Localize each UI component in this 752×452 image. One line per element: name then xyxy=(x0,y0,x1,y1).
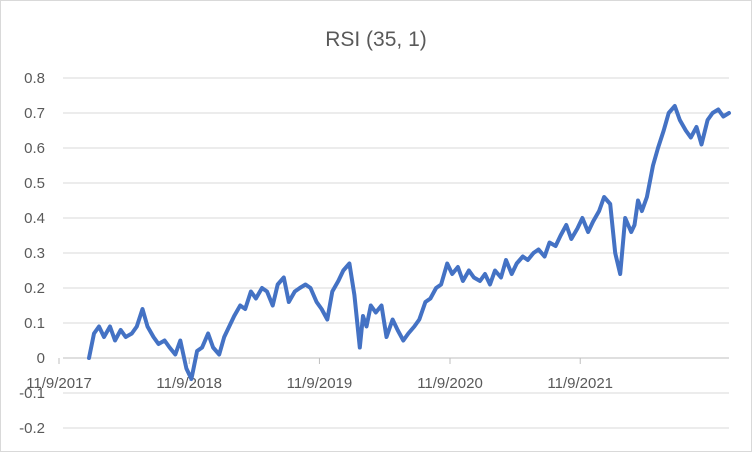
x-tick-label: 11/9/2018 xyxy=(156,375,222,392)
y-tick-label: 0.6 xyxy=(24,140,45,157)
x-axis-ticks: 11/9/2017 11/9/2018 11/9/2019 11/9/2020 11/9… xyxy=(26,358,613,392)
y-tick-label: 0.5 xyxy=(24,175,45,192)
y-tick-label: 0.2 xyxy=(24,280,45,297)
chart-title: RSI (35, 1) xyxy=(325,28,427,51)
y-tick-label: 0.3 xyxy=(24,245,45,262)
y-tick-label: 0 xyxy=(37,350,45,367)
x-tick-label: 11/9/2021 xyxy=(547,375,613,392)
series-layer xyxy=(87,104,731,381)
y-tick-label: 0.4 xyxy=(24,210,45,227)
y-tick-label: 0.8 xyxy=(24,70,45,87)
y-tick-label: -0.1 xyxy=(19,385,45,402)
y-tick-label: 0.7 xyxy=(24,105,45,122)
x-tick-label: 11/9/2020 xyxy=(417,375,483,392)
y-axis-ticks: 0.8 0.7 0.6 0.5 0.4 0.3 0.2 0.1 0 -0.1 -0.2 xyxy=(19,70,45,437)
gridlines xyxy=(63,77,729,429)
x-tick-label: 11/9/2017 xyxy=(26,375,92,392)
y-tick-label: 0.1 xyxy=(24,315,45,332)
y-tick-label: -0.2 xyxy=(19,420,45,437)
x-tick-label: 11/9/2019 xyxy=(287,375,353,392)
series-line xyxy=(87,104,731,381)
